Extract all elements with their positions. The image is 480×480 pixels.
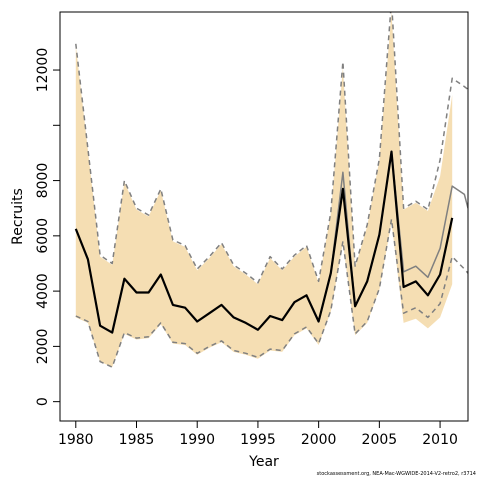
y-axis-title: Recruits [10, 188, 26, 245]
y-tick-label: 4000 [35, 273, 51, 309]
source-footnote: stockassessment.org, NEA-Mac-WGWIDE-2014… [316, 471, 476, 477]
y-tick-label: 6000 [35, 218, 51, 254]
x-tick-label: 1985 [119, 432, 155, 448]
ci-band [75, 12, 453, 368]
x-tick-label: 2010 [422, 432, 458, 448]
x-tick-label: 1995 [240, 432, 276, 448]
y-tick-label: 8000 [35, 163, 51, 199]
x-tick-label: 1980 [58, 432, 94, 448]
y-tick-label: 0 [35, 397, 51, 406]
x-axis-title: Year [248, 454, 279, 470]
series-lines [74, 12, 468, 368]
x-tick-label: 2005 [362, 432, 398, 448]
x-axis: 1980 1985 1990 1995 2000 2005 2010 [58, 421, 458, 448]
y-tick-label: 2000 [35, 329, 51, 365]
retro-peel-upper-line [75, 12, 468, 284]
plot-frame [59, 11, 469, 422]
confidence-band [75, 12, 453, 368]
y-axis: 0 2000 4000 6000 8000 12000 [35, 48, 60, 406]
x-tick-label: 1990 [179, 432, 215, 448]
x-tick-label: 2000 [301, 432, 337, 448]
retro-peel-lower-line [75, 218, 468, 368]
estimate-line [74, 150, 454, 334]
y-tick-label: 12000 [35, 48, 51, 93]
